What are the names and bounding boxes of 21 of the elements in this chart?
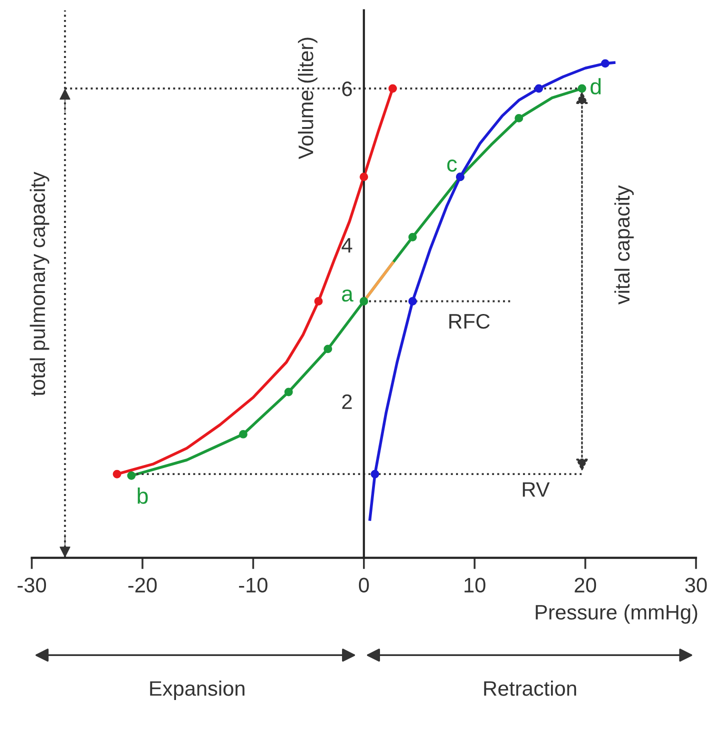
annotation: c [447, 160, 457, 172]
x-tick-label: 0 [358, 578, 369, 593]
y-tick-label: 2 [342, 394, 352, 409]
text: Expansion [150, 680, 244, 700]
annotation: RV [522, 482, 550, 497]
x-tick-label: 10 [464, 578, 486, 593]
y-tick-label: 4 [342, 238, 352, 252]
x-axis-title: Pressure (mmHg) [536, 604, 698, 624]
y-axis-title: Volume (liter) [298, 38, 318, 160]
annotation: a [342, 289, 354, 302]
annotation: d [590, 78, 601, 94]
text: Retraction [484, 680, 576, 696]
annotation: total pulmonary capacity [30, 172, 50, 396]
x-tick-label: -10 [239, 578, 268, 593]
x-tick-label: 30 [685, 578, 707, 593]
x-tick-label: -30 [18, 578, 46, 593]
annotation: vital capacity [614, 185, 634, 304]
x-tick-label: -20 [128, 578, 157, 593]
x-tick-label: 20 [574, 578, 596, 593]
annotation: b [138, 488, 148, 504]
annotation: RFC [449, 314, 490, 329]
